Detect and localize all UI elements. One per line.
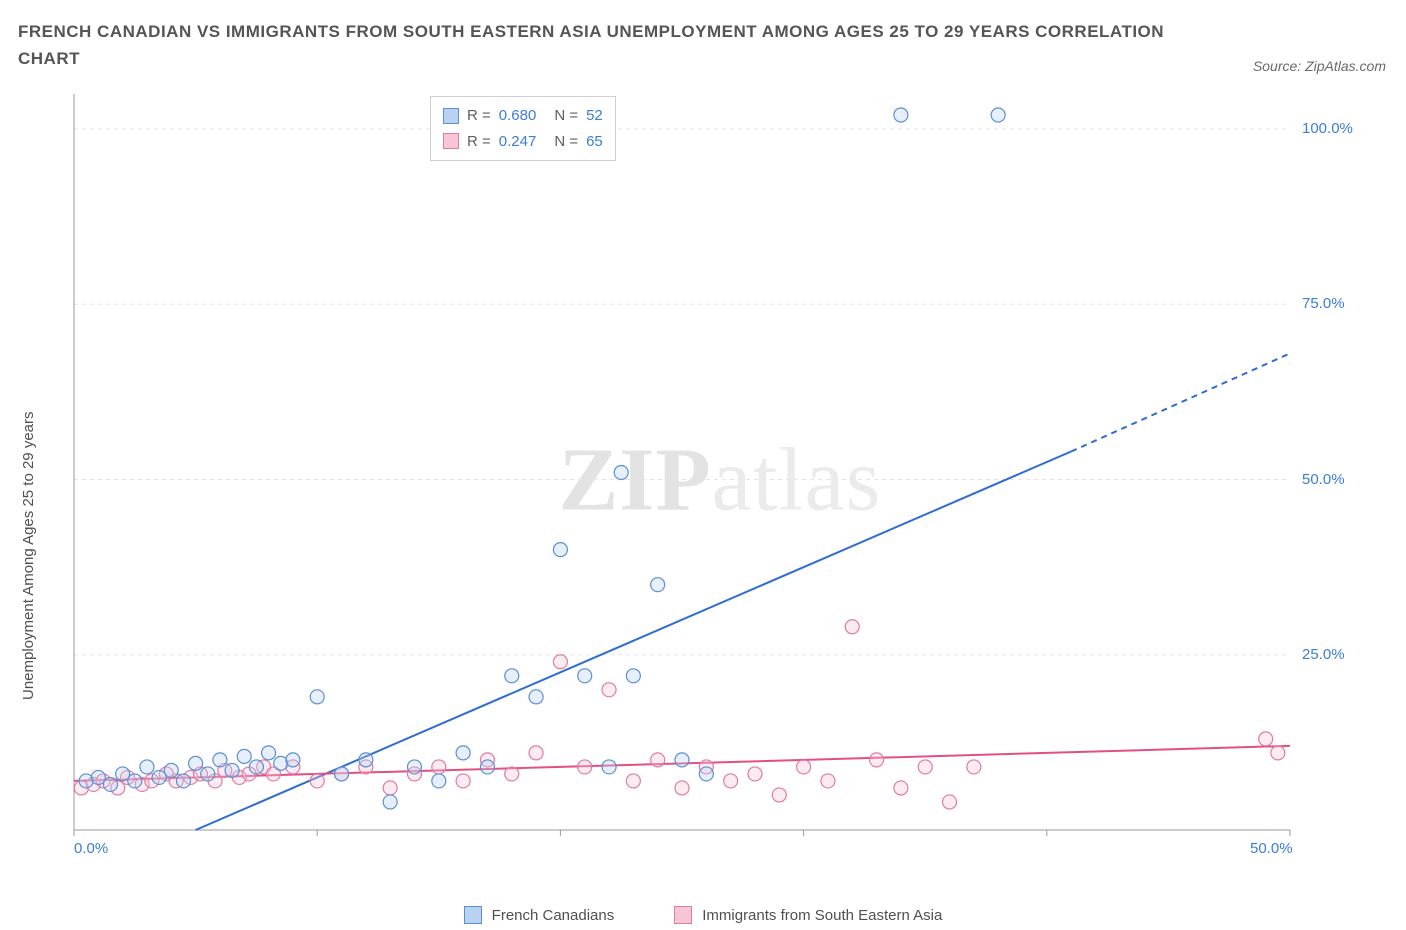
stats-r-value: 0.680 (499, 103, 537, 129)
stats-r-label: R = (467, 103, 491, 129)
stats-swatch (443, 133, 459, 149)
legend-item: French Canadians (464, 906, 615, 924)
chart-svg (70, 90, 1370, 870)
y-tick-label: 25.0% (1302, 646, 1345, 663)
stats-n-label: N = (554, 129, 578, 155)
correlation-stats-box: R = 0.680 N = 52 R = 0.247 N = 65 (430, 96, 616, 161)
stats-r-label: R = (467, 129, 491, 155)
series-legend: French Canadians Immigrants from South Ea… (0, 906, 1406, 924)
x-tick-label: 0.0% (74, 840, 108, 857)
stats-swatch (443, 108, 459, 124)
chart-title: FRENCH CANADIAN VS IMMIGRANTS FROM SOUTH… (18, 18, 1206, 72)
stats-n-label: N = (554, 103, 578, 129)
stats-n-value: 65 (586, 129, 603, 155)
legend-label: French Canadians (492, 907, 615, 924)
scatter-plot: ZIPatlas R =0.680N =52R =0.247N =65 (70, 90, 1370, 870)
legend-item: Immigrants from South Eastern Asia (674, 906, 942, 924)
legend-swatch (674, 906, 692, 924)
stats-row: R = 0.247 N = 65 (443, 129, 603, 155)
y-tick-label: 75.0% (1302, 295, 1345, 312)
stats-r-value: 0.247 (499, 129, 537, 155)
y-axis-label: Unemployment Among Ages 25 to 29 years (20, 411, 37, 700)
stats-row: R = 0.680 N = 52 (443, 103, 603, 129)
stats-n-value: 52 (586, 103, 603, 129)
x-tick-label: 50.0% (1250, 840, 1293, 857)
source-attribution: Source: ZipAtlas.com (1253, 58, 1386, 74)
legend-label: Immigrants from South Eastern Asia (702, 907, 942, 924)
y-tick-label: 50.0% (1302, 471, 1345, 488)
y-tick-label: 100.0% (1302, 120, 1353, 137)
legend-swatch (464, 906, 482, 924)
